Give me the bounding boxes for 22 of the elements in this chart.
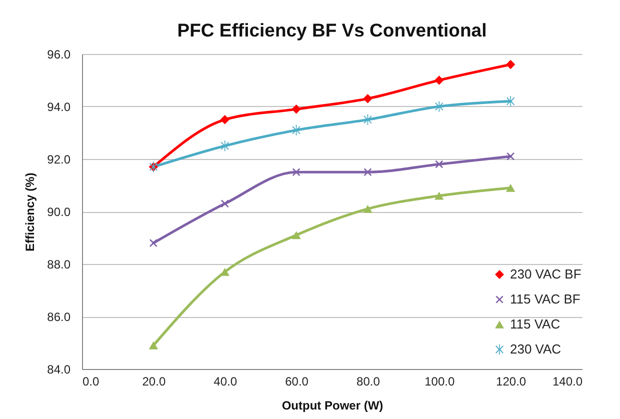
x-tick-label: 100.0 bbox=[424, 374, 455, 388]
legend-label: 230 VAC BF bbox=[510, 266, 582, 282]
y-tick-label: 90.0 bbox=[47, 205, 71, 219]
x-tick-label: 120.0 bbox=[496, 374, 526, 388]
x-tick-label: 0.0 bbox=[82, 374, 100, 388]
y-tick-label: 88.0 bbox=[47, 258, 71, 272]
chart-title: PFC Efficiency BF Vs Conventional bbox=[177, 20, 487, 40]
y-tick-label: 92.0 bbox=[47, 152, 71, 166]
x-tick-label: 40.0 bbox=[214, 374, 238, 388]
x-axis-title: Output Power (W) bbox=[282, 398, 384, 412]
y-tick-label: 96.0 bbox=[47, 48, 71, 62]
x-tick-label: 80.0 bbox=[356, 374, 380, 388]
legend-label: 230 VAC bbox=[510, 342, 562, 356]
x-tick-label: 60.0 bbox=[285, 374, 309, 388]
y-tick-label: 86.0 bbox=[47, 310, 71, 324]
y-axis-title: Efficiency (%) bbox=[23, 172, 38, 252]
y-tick-label: 84.0 bbox=[47, 362, 71, 376]
x-tick-label: 140.0 bbox=[552, 374, 583, 388]
x-tick-label: 20.0 bbox=[142, 374, 166, 388]
y-tick-label: 94.0 bbox=[47, 100, 71, 114]
legend-label: 115 VAC bbox=[510, 316, 560, 332]
legend-label: 115 VAC BF bbox=[510, 292, 580, 306]
